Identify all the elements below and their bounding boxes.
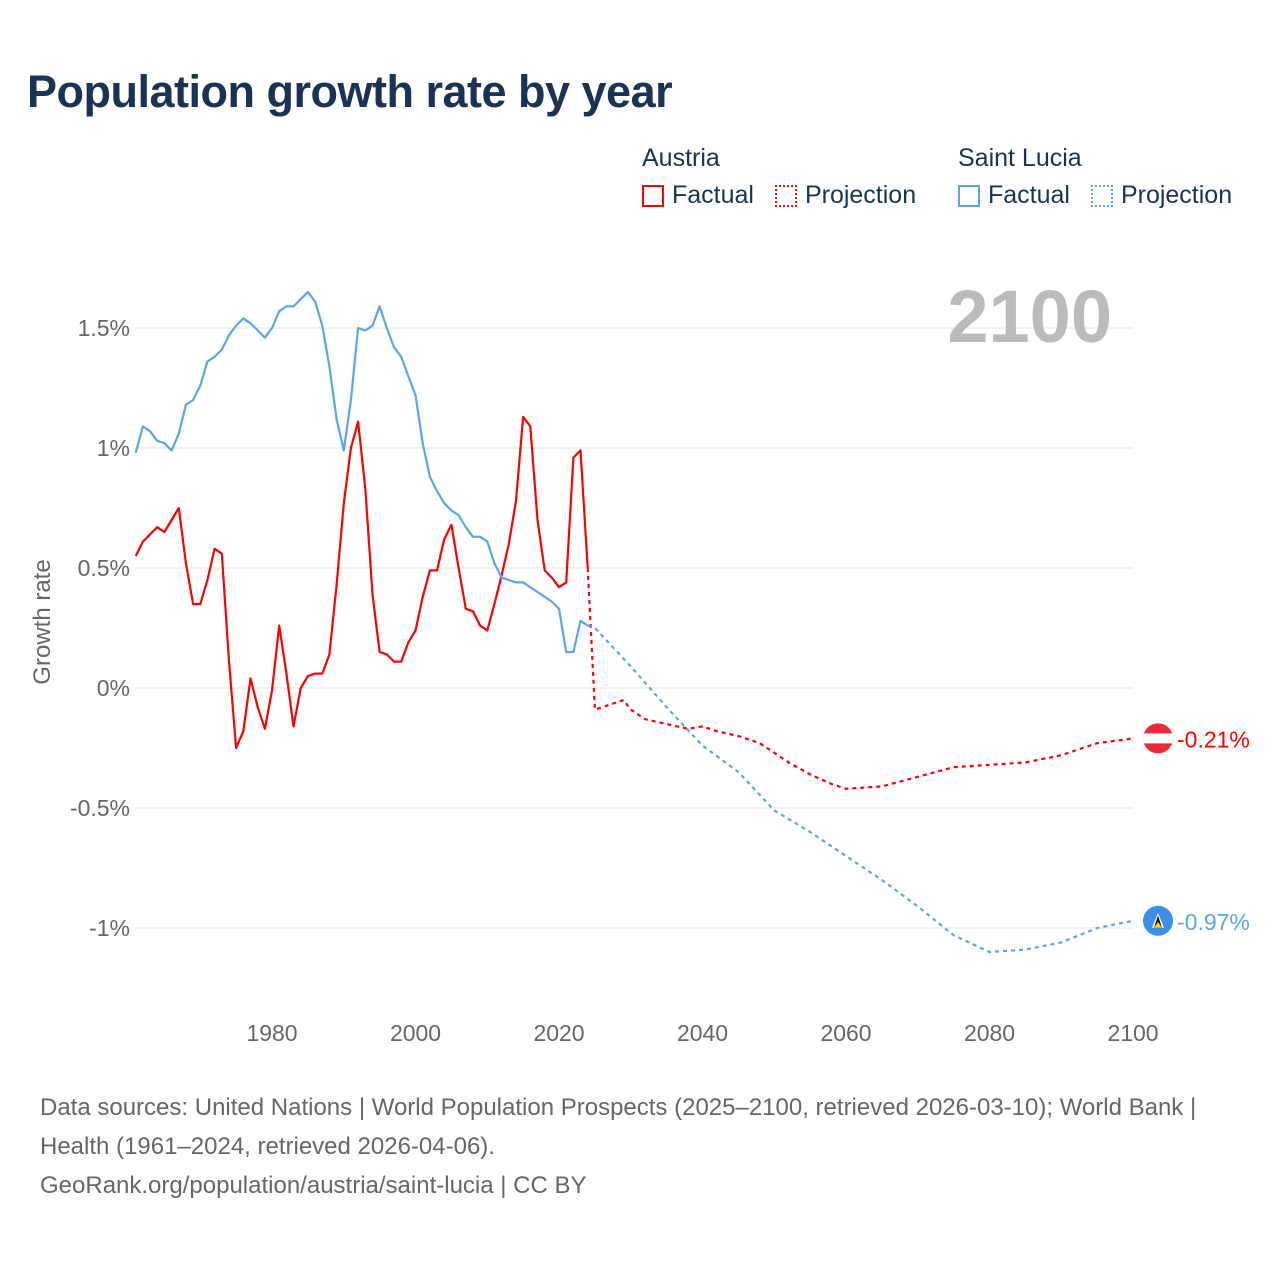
- source-link[interactable]: GeoRank.org/population/austria/saint-luc…: [40, 1172, 587, 1199]
- legend-label: Factual: [988, 181, 1070, 209]
- legend-saint-lucia-projection[interactable]: Projection: [1090, 181, 1233, 210]
- y-tick-label: -1%: [89, 915, 130, 941]
- end-value-label: -0.97%: [1177, 909, 1250, 935]
- x-tick-label: 2020: [533, 1020, 584, 1046]
- source-note: Data sources: United Nations | World Pop…: [40, 1088, 1240, 1205]
- legend-label: Projection: [1120, 181, 1233, 209]
- y-tick-label: -0.5%: [70, 795, 130, 821]
- legend-austria: Austria Factual Projection: [642, 144, 930, 214]
- legend-saint-lucia: Saint Lucia Factual Projection: [958, 144, 1246, 214]
- legend-austria-projection[interactable]: Projection: [774, 181, 917, 210]
- x-tick-label: 2040: [677, 1020, 728, 1046]
- legend-label: Projection: [804, 181, 917, 209]
- x-tick-label: 2000: [390, 1020, 441, 1046]
- end-value-label: -0.21%: [1177, 726, 1250, 752]
- austria-flag-icon: [1143, 723, 1173, 754]
- x-tick-label: 1980: [246, 1020, 297, 1046]
- x-tick-label: 2100: [1107, 1020, 1158, 1046]
- y-tick-label: 0%: [97, 675, 130, 701]
- legend-austria-factual[interactable]: Factual: [642, 181, 754, 210]
- austria-factual-line: [134, 415, 589, 750]
- dotted-swatch-icon: [1090, 184, 1113, 207]
- austria-projection-line: [586, 567, 1134, 790]
- y-tick-label: 1.5%: [78, 315, 130, 341]
- solid-swatch-icon: [958, 184, 980, 207]
- y-axis-label: Growth rate: [29, 559, 56, 684]
- year-watermark: 2100: [947, 275, 1112, 358]
- source-text: Data sources: United Nations | World Pop…: [40, 1094, 1197, 1160]
- chart-title: Population growth rate by year: [27, 66, 673, 117]
- legend-group-name: Austria: [642, 144, 720, 172]
- x-tick-label: 2080: [964, 1020, 1015, 1046]
- saint-lucia-factual-line: [134, 290, 589, 654]
- legend-group-name: Saint Lucia: [958, 144, 1082, 172]
- x-tick-label: 2060: [820, 1020, 871, 1046]
- y-tick-label: 1%: [97, 435, 130, 461]
- legend-label: Factual: [672, 181, 754, 209]
- dotted-swatch-icon: [774, 184, 797, 207]
- saint-lucia-projection-line: [587, 624, 1134, 954]
- solid-swatch-icon: [642, 184, 664, 207]
- saint-lucia-flag-icon: [1143, 905, 1173, 936]
- legend-saint-lucia-factual[interactable]: Factual: [958, 181, 1070, 210]
- line-chart: 1.5% 1% 0.5% 0% -0.5% -1% 1980 2000 2020 2040 2060…: [29, 275, 1250, 1046]
- y-tick-label: 0.5%: [78, 555, 130, 581]
